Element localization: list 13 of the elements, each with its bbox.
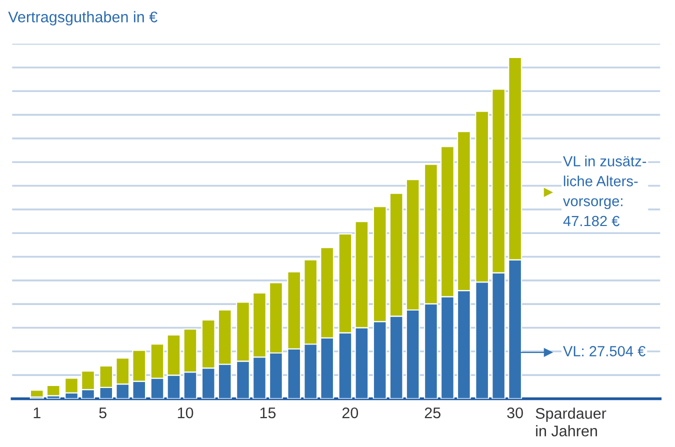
x-tick-label: 1 (34, 408, 40, 418)
x-tick-label: 5 (99, 408, 106, 418)
annotation: VL: 27.504 € (563, 346, 646, 356)
annotation: VL in zusätz- liche Alters- vorsorge: 47.182 € (563, 156, 646, 226)
x-tick-label: 25 (424, 407, 440, 418)
bar (46, 384, 60, 396)
bar (30, 390, 44, 398)
x-axis-title: Spardauer in Jahren (536, 408, 606, 436)
x-tick-label: 15 (260, 408, 276, 418)
x-tick-label: 10 (178, 407, 194, 418)
chart-title: Vertragsguthaben in € (8, 11, 158, 26)
x-tick-label: 30 (507, 407, 523, 418)
x-tick-label: 20 (342, 407, 358, 418)
